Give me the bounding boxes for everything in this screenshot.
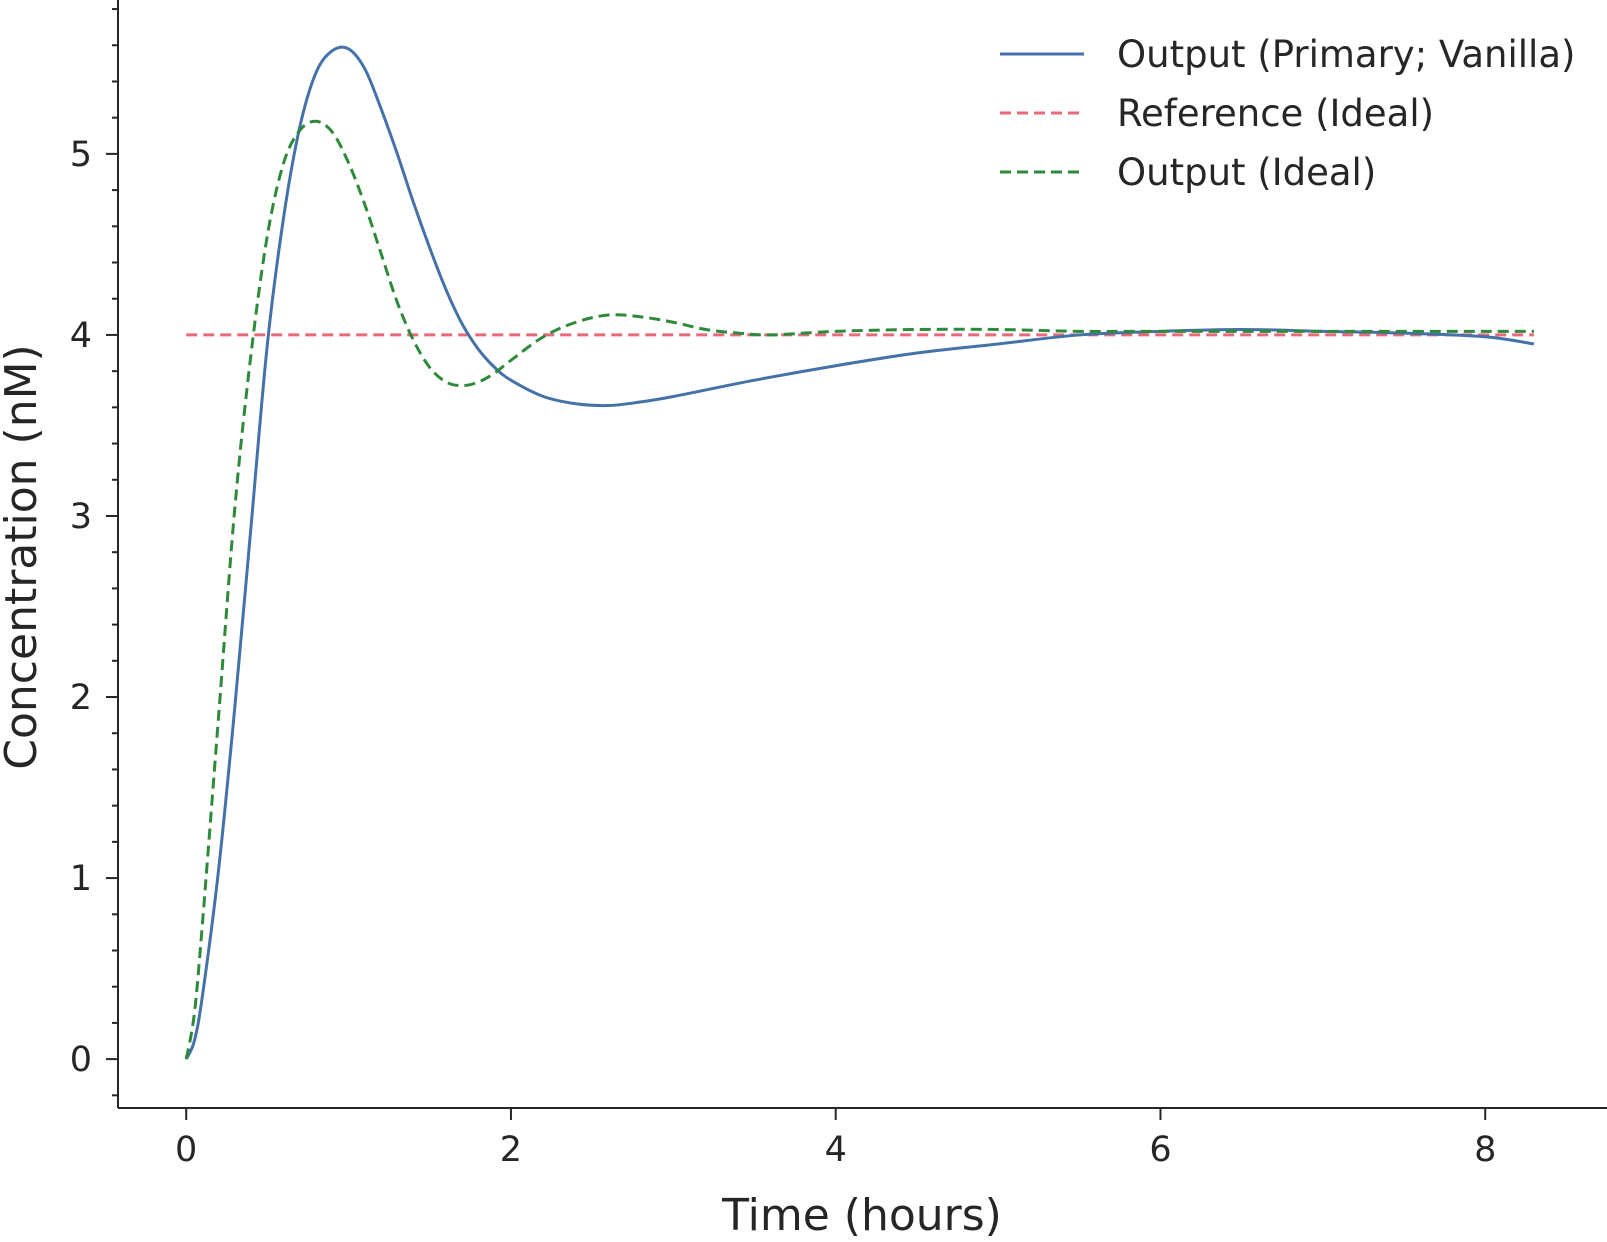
y-tick-label: 2 xyxy=(70,678,92,718)
series-line-0 xyxy=(184,45,1535,1060)
axes xyxy=(117,0,1607,1109)
legend-entry: Reference (Ideal) xyxy=(1117,92,1434,135)
y-tick-label: 1 xyxy=(70,859,92,899)
y-axis-label: Concentration (nM) xyxy=(0,344,47,769)
x-tick-label: 0 xyxy=(175,1130,197,1170)
y-tick-label: 3 xyxy=(70,497,92,537)
y-ticks: 0 1 2 3 4 5 xyxy=(70,8,118,1097)
x-tick-label: 6 xyxy=(1149,1130,1171,1170)
x-tick-label: 2 xyxy=(500,1130,522,1170)
series-line-2 xyxy=(184,119,1534,1060)
x-axis-label: Time (hours) xyxy=(721,1190,1002,1241)
y-tick-label: 4 xyxy=(70,316,92,356)
x-tick-label: 8 xyxy=(1474,1130,1496,1170)
y-tick-label: 0 xyxy=(70,1040,92,1080)
plot-lines xyxy=(184,45,1535,1060)
legend-entry: Output (Ideal) xyxy=(1117,151,1376,194)
legend-entry: Output (Primary; Vanilla) xyxy=(1117,33,1575,76)
legend: Output (Primary; Vanilla) Reference (Idea… xyxy=(1000,33,1575,194)
x-tick-label: 4 xyxy=(825,1130,847,1170)
y-tick-label: 5 xyxy=(70,135,92,175)
x-ticks: 0 2 4 6 8 xyxy=(175,1108,1496,1170)
